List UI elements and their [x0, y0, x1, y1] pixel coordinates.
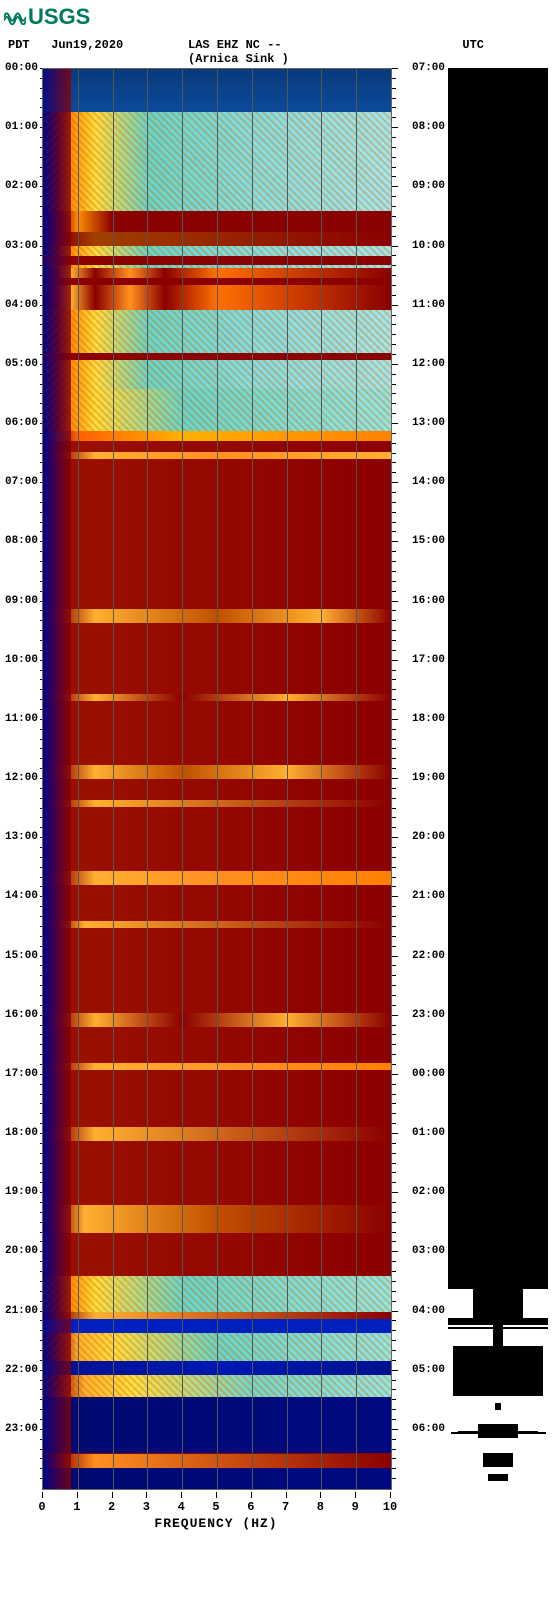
grid-line [217, 69, 218, 1489]
waveform-block [448, 68, 548, 1289]
waveform-block [495, 1403, 501, 1410]
station-line2: (Arnica Sink ) [188, 52, 424, 66]
y-right-label: 10:00 [412, 240, 452, 252]
y-right-label: 14:00 [412, 476, 452, 488]
x-axis-title: FREQUENCY (HZ) [42, 1516, 390, 1531]
waveform-block [488, 1474, 508, 1481]
y-left-label: 21:00 [0, 1305, 38, 1317]
y-left-label: 03:00 [0, 240, 38, 252]
y-right-label: 21:00 [412, 890, 452, 902]
y-left-label: 11:00 [0, 713, 38, 725]
tz-left: PDT [8, 38, 30, 52]
y-right-label: 04:00 [412, 1305, 452, 1317]
waveform-block [448, 1318, 548, 1325]
y-right-label: 00:00 [412, 1068, 452, 1080]
waveform-block [473, 1289, 523, 1317]
y-axis-left: 00:0001:0002:0003:0004:0005:0006:0007:00… [0, 68, 40, 1548]
grid-line [356, 69, 357, 1489]
y-left-label: 04:00 [0, 299, 38, 311]
y-right-label: 09:00 [412, 180, 452, 192]
y-left-label: 14:00 [0, 890, 38, 902]
y-right-label: 22:00 [412, 950, 452, 962]
grid-line [113, 69, 114, 1489]
logo: USGS [0, 0, 552, 34]
y-left-label: 12:00 [0, 772, 38, 784]
x-tick-label: 3 [143, 1500, 150, 1514]
grid-line [147, 69, 148, 1489]
y-left-label: 05:00 [0, 358, 38, 370]
y-left-label: 07:00 [0, 476, 38, 488]
x-tick-label: 9 [352, 1500, 359, 1514]
x-tick-label: 2 [108, 1500, 115, 1514]
y-right-label: 13:00 [412, 417, 452, 429]
y-right-label: 05:00 [412, 1364, 452, 1376]
x-tick-label: 1 [73, 1500, 80, 1514]
waveform-spike [451, 1432, 546, 1434]
waveform-spike [448, 1327, 548, 1329]
y-left-label: 09:00 [0, 595, 38, 607]
grid-line [321, 69, 322, 1489]
grid-line [78, 69, 79, 1489]
x-tick-label: 0 [38, 1500, 45, 1514]
logo-text: USGS [28, 4, 90, 30]
y-left-label: 02:00 [0, 180, 38, 192]
waveform-block [483, 1453, 513, 1467]
plot-area: 00:0001:0002:0003:0004:0005:0006:0007:00… [0, 68, 552, 1548]
y-right-label: 16:00 [412, 595, 452, 607]
y-right-label: 19:00 [412, 772, 452, 784]
x-tick-label: 6 [247, 1500, 254, 1514]
y-right-label: 06:00 [412, 1423, 452, 1435]
y-left-label: 00:00 [0, 62, 38, 74]
y-right-label: 23:00 [412, 1009, 452, 1021]
y-left-label: 16:00 [0, 1009, 38, 1021]
station-line1: LAS EHZ NC -- [188, 38, 424, 52]
y-right-label: 11:00 [412, 299, 452, 311]
x-tick-label: 4 [178, 1500, 185, 1514]
waveform-panel [448, 68, 548, 1488]
spectrogram [42, 68, 392, 1490]
y-right-label: 08:00 [412, 121, 452, 133]
y-left-label: 15:00 [0, 950, 38, 962]
y-right-label: 15:00 [412, 535, 452, 547]
y-axis-right: 07:0008:0009:0010:0011:0012:0013:0014:00… [392, 68, 446, 1548]
grid-line [252, 69, 253, 1489]
header-row: PDT Jun19,2020 LAS EHZ NC -- (Arnica Sin… [0, 34, 552, 68]
x-tick-label: 7 [282, 1500, 289, 1514]
y-right-label: 17:00 [412, 654, 452, 666]
y-left-label: 17:00 [0, 1068, 38, 1080]
y-right-label: 18:00 [412, 713, 452, 725]
header-date: Jun19,2020 [51, 38, 123, 52]
y-right-label: 01:00 [412, 1127, 452, 1139]
y-right-label: 03:00 [412, 1245, 452, 1257]
y-left-label: 08:00 [0, 535, 38, 547]
wave-icon [4, 9, 26, 25]
x-axis: FREQUENCY (HZ) 012345678910 [42, 1492, 390, 1542]
x-tick-label: 5 [212, 1500, 219, 1514]
tz-right: UTC [462, 38, 484, 52]
y-left-label: 01:00 [0, 121, 38, 133]
y-right-label: 12:00 [412, 358, 452, 370]
waveform-spike [453, 1352, 543, 1354]
y-left-label: 19:00 [0, 1186, 38, 1198]
y-left-label: 13:00 [0, 831, 38, 843]
x-tick-label: 10 [383, 1500, 397, 1514]
y-left-label: 20:00 [0, 1245, 38, 1257]
x-tick-label: 8 [317, 1500, 324, 1514]
y-right-label: 07:00 [412, 62, 452, 74]
lowfreq-strip [43, 69, 71, 1489]
y-right-label: 02:00 [412, 1186, 452, 1198]
y-left-label: 22:00 [0, 1364, 38, 1376]
y-left-label: 06:00 [0, 417, 38, 429]
y-left-label: 23:00 [0, 1423, 38, 1435]
y-right-label: 20:00 [412, 831, 452, 843]
y-left-label: 18:00 [0, 1127, 38, 1139]
y-left-label: 10:00 [0, 654, 38, 666]
grid-line [182, 69, 183, 1489]
grid-line [287, 69, 288, 1489]
